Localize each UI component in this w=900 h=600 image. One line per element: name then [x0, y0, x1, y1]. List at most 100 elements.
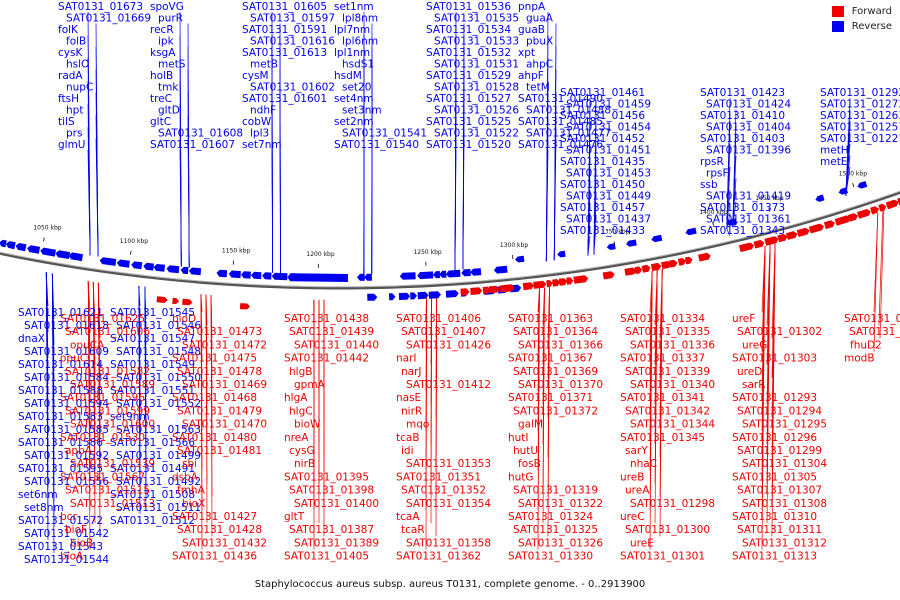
reverse-gene-arrow	[685, 227, 697, 236]
gene-label: hlgC	[289, 405, 313, 417]
forward-gene-arrow	[624, 267, 637, 276]
forward-gene-arrow	[470, 287, 483, 295]
gene-label: SAT0131_01567	[60, 471, 145, 483]
leader-line	[97, 282, 101, 537]
gene-label: SAT0131_01372	[513, 405, 598, 417]
gene-label: SAT0131_01536	[426, 1, 511, 13]
gene-label: SAT0131_01551	[110, 385, 195, 397]
gene-label: metE	[820, 156, 847, 168]
gene-label: hsdS1	[342, 59, 374, 71]
gene-label: SAT0131_01491	[110, 463, 195, 475]
tick-mark	[712, 221, 714, 226]
forward-gene-arrow	[634, 266, 643, 275]
gene-label: glmU	[58, 139, 86, 151]
reverse-gene-arrow	[40, 247, 56, 257]
gene-label: pbuX	[526, 36, 553, 48]
gene-label: dsbA	[172, 471, 199, 483]
gene-label: hlgA	[284, 392, 308, 404]
forward-gene-arrow	[668, 259, 678, 268]
gene-label: SAT0131_01343	[700, 225, 785, 237]
gene-label: SAT0131_01475	[172, 353, 257, 365]
gene-label: SAT0131_01605	[242, 1, 327, 13]
gene-label: SAT0131_01522	[434, 128, 519, 140]
gene-label: SAT0131_01412	[406, 379, 491, 391]
gene-label: SAT0131_01273	[820, 99, 900, 111]
gene-label: tilS	[58, 116, 75, 128]
gene-label: SAT0131_01478	[177, 366, 262, 378]
leader-line	[553, 138, 557, 261]
forward-gene-arrow	[661, 261, 672, 270]
gene-label: ureC	[620, 511, 645, 523]
forward-gene-arrow	[857, 209, 871, 219]
forward-gene-arrow	[482, 286, 491, 294]
gene-label: set4nm	[334, 93, 374, 105]
forward-gene-arrow	[738, 242, 755, 253]
legend-forward: Forward	[831, 6, 892, 17]
forward-gene-arrow	[522, 282, 534, 291]
gene-label: SAT0131_01542	[24, 528, 109, 540]
forward-gene-arrow	[698, 252, 711, 262]
gene-label: bioF	[65, 524, 87, 536]
leader-line	[45, 272, 49, 541]
backbone-highlight	[0, 190, 900, 288]
gene-label: SAT0131_01600	[70, 419, 155, 431]
gene-label: SAT0131_01373	[700, 202, 785, 214]
gene-label: SAT0131_01358	[406, 537, 491, 549]
forward-gene-arrow	[684, 256, 693, 265]
gene-label: SAT0131_01535	[434, 13, 519, 25]
gene-label: ureG	[742, 339, 767, 351]
reverse-gene-arrow	[131, 261, 143, 270]
gene-label: SAT0131_01608	[158, 128, 243, 140]
gene-label: SAT0131_01440	[294, 339, 379, 351]
gene-label: SAT0131_01539	[70, 458, 155, 470]
tick-label: 1500 kbp	[839, 170, 867, 177]
gene-label: SAT0131_01530	[60, 432, 145, 444]
gene-label: hpt	[66, 105, 83, 117]
reverse-gene-arrow	[287, 273, 348, 282]
gene-label: SAT0131_01621	[18, 307, 103, 319]
leader-line	[462, 138, 465, 270]
gene-label: SAT0131_01452	[560, 133, 645, 145]
gene-label: SAT0131_01300	[625, 524, 710, 536]
gene-label: SAT0131_01305	[732, 471, 817, 483]
gene-label: SAT0131_01221	[820, 133, 900, 145]
gene-label: cysG	[289, 445, 315, 457]
gene-label: SAT0131_01432	[182, 537, 267, 549]
gene-label: SAT0131_01324	[508, 511, 593, 523]
gene-label: SAT0131_01625	[60, 313, 145, 325]
gene-label: SAT0131_01325	[513, 524, 598, 536]
gene-label: SAT0131_01563	[116, 424, 201, 436]
gene-label: SAT0131_01461	[560, 87, 645, 99]
gene-label: SAT0131_01591	[242, 24, 327, 36]
gene-label: SAT0131_01407	[401, 326, 486, 338]
gene-label: SAT0131_01589	[70, 379, 155, 391]
gene-label: SAT0131_01472	[182, 339, 267, 351]
gene-label: SAT0131_01477	[526, 128, 611, 140]
gene-label: SAT0131_01618	[24, 320, 109, 332]
gene-label: SAT0131_01532	[426, 47, 511, 59]
gene-label: SAT0131_01352	[401, 485, 486, 497]
gene-label: xpt	[518, 47, 535, 59]
gene-label: sarY	[625, 445, 648, 457]
gene-label: lpl3	[250, 128, 269, 140]
gene-label: folB	[66, 36, 86, 48]
forward-gene-arrow	[834, 215, 851, 226]
gene-label: SAT0131_01607	[150, 139, 235, 151]
leader-line	[879, 210, 885, 339]
gene-label: SAT0131_01395	[284, 471, 369, 483]
gene-label: SAT0131_01442	[284, 353, 369, 365]
gene-label: SAT0131_01609	[24, 346, 109, 358]
gene-label: set9nm	[110, 411, 150, 423]
gene-label: SAT0131_01596	[60, 392, 145, 404]
reverse-gene-arrow	[153, 264, 166, 272]
reverse-gene-arrow	[651, 234, 663, 243]
gene-label: SAT0131_01439	[289, 326, 374, 338]
gene-label: narI	[396, 353, 417, 365]
gene-label: SAT0131_01583	[18, 411, 103, 423]
forward-gene-arrow	[777, 233, 788, 243]
reverse-swatch	[831, 21, 844, 32]
gene-label: SAT0131_01293	[732, 392, 817, 404]
gene-label: hutU	[513, 445, 538, 457]
reverse-gene-arrow	[726, 218, 737, 226]
